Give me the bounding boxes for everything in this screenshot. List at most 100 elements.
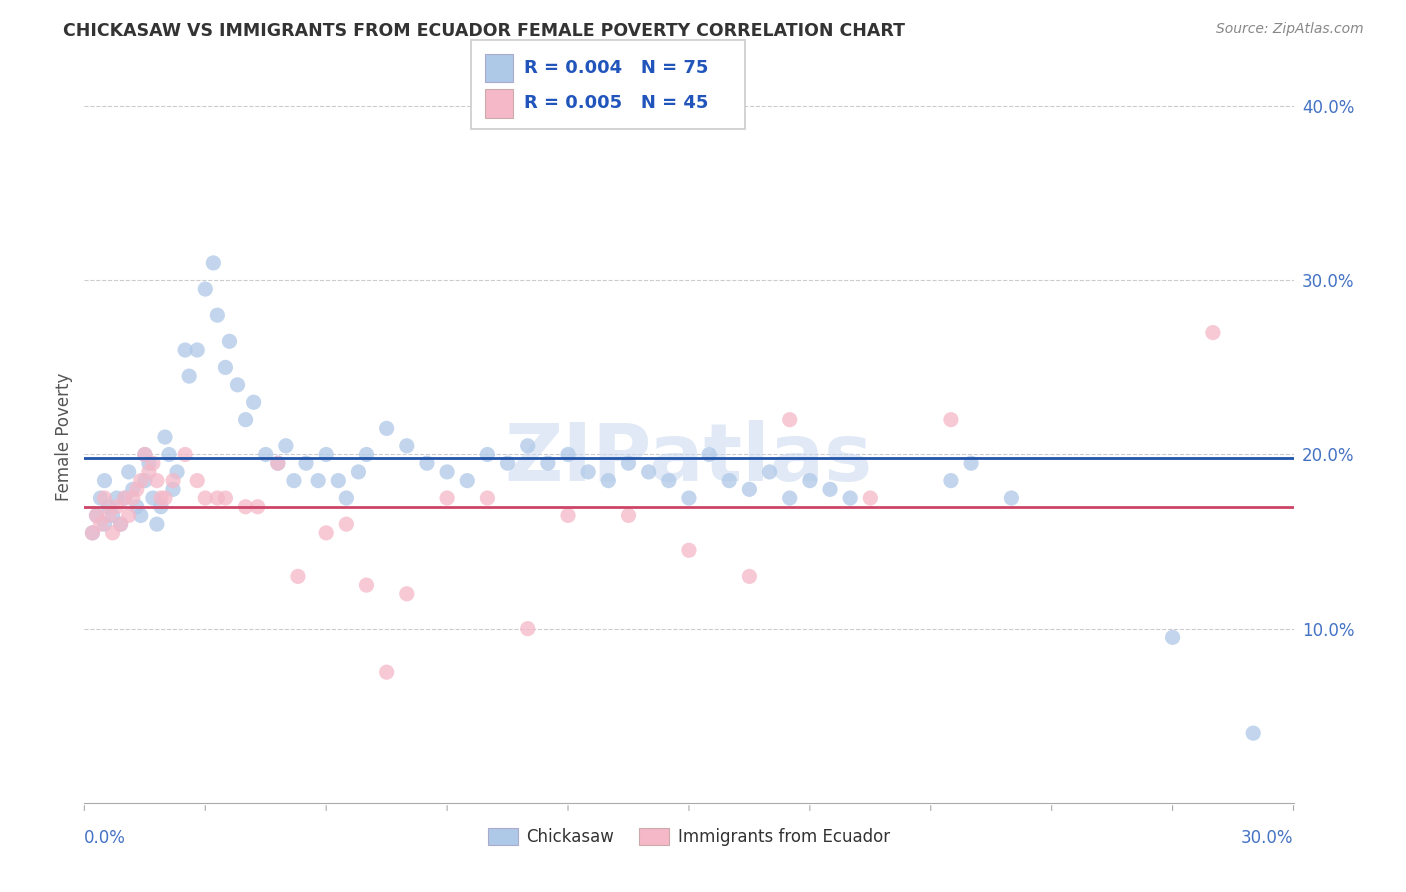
Point	[960, 456, 983, 470]
Point	[254, 448, 277, 462]
Point	[637, 465, 659, 479]
Point	[214, 360, 236, 375]
Point	[162, 483, 184, 497]
Point	[859, 491, 882, 505]
Point	[839, 491, 862, 505]
Point	[202, 256, 225, 270]
Point	[1161, 631, 1184, 645]
Point	[516, 622, 538, 636]
Point	[1000, 491, 1022, 505]
Point	[939, 474, 962, 488]
Text: 0.0%: 0.0%	[84, 829, 127, 847]
Point	[142, 456, 165, 470]
Point	[235, 412, 257, 426]
Point	[295, 456, 318, 470]
Point	[186, 474, 208, 488]
Point	[799, 474, 821, 488]
Point	[194, 282, 217, 296]
Point	[134, 448, 156, 462]
Point	[174, 448, 197, 462]
Point	[105, 491, 128, 505]
Point	[1202, 326, 1225, 340]
Point	[114, 491, 136, 505]
Point	[328, 474, 350, 488]
Point	[138, 456, 160, 470]
Point	[149, 491, 172, 505]
Text: Source: ZipAtlas.com: Source: ZipAtlas.com	[1216, 22, 1364, 37]
Point	[335, 517, 357, 532]
Point	[697, 448, 720, 462]
Point	[375, 665, 398, 680]
Point	[939, 412, 962, 426]
Point	[375, 421, 398, 435]
Point	[395, 587, 418, 601]
Point	[307, 474, 329, 488]
Point	[166, 465, 188, 479]
Point	[118, 465, 141, 479]
Point	[118, 508, 141, 523]
Point	[658, 474, 681, 488]
Point	[335, 491, 357, 505]
Point	[274, 439, 297, 453]
Point	[207, 308, 229, 322]
Legend: Chickasaw, Immigrants from Ecuador: Chickasaw, Immigrants from Ecuador	[481, 822, 897, 853]
Point	[125, 483, 148, 497]
Point	[557, 448, 579, 462]
Point	[207, 491, 229, 505]
Point	[97, 508, 120, 523]
Point	[779, 412, 801, 426]
Point	[194, 491, 217, 505]
Point	[436, 465, 458, 479]
Point	[121, 483, 143, 497]
Point	[86, 508, 108, 523]
Point	[93, 474, 115, 488]
Point	[121, 491, 143, 505]
Point	[315, 525, 337, 540]
Point	[477, 491, 499, 505]
Point	[129, 508, 152, 523]
Point	[105, 500, 128, 514]
Point	[356, 578, 378, 592]
Point	[678, 543, 700, 558]
Point	[186, 343, 208, 357]
Point	[110, 517, 132, 532]
Point	[537, 456, 560, 470]
Point	[101, 508, 124, 523]
Point	[214, 491, 236, 505]
Point	[315, 448, 337, 462]
Point	[235, 500, 257, 514]
Point	[818, 483, 841, 497]
Point	[1241, 726, 1264, 740]
Point	[738, 483, 761, 497]
Point	[157, 448, 180, 462]
Point	[82, 525, 104, 540]
Point	[129, 474, 152, 488]
Point	[149, 500, 172, 514]
Point	[477, 448, 499, 462]
Point	[779, 491, 801, 505]
Point	[267, 456, 290, 470]
Point	[516, 439, 538, 453]
Point	[146, 517, 169, 532]
Point	[114, 491, 136, 505]
Point	[557, 508, 579, 523]
Point	[174, 343, 197, 357]
Y-axis label: Female Poverty: Female Poverty	[55, 373, 73, 501]
Point	[283, 474, 305, 488]
Point	[436, 491, 458, 505]
Point	[110, 517, 132, 532]
Point	[146, 474, 169, 488]
Point	[246, 500, 269, 514]
Point	[86, 508, 108, 523]
Point	[218, 334, 240, 349]
Point	[82, 525, 104, 540]
Point	[138, 465, 160, 479]
Point	[598, 474, 620, 488]
Text: 30.0%: 30.0%	[1241, 829, 1294, 847]
Point	[125, 500, 148, 514]
Point	[89, 491, 111, 505]
Point	[356, 448, 378, 462]
Point	[678, 491, 700, 505]
Point	[395, 439, 418, 453]
Point	[93, 491, 115, 505]
